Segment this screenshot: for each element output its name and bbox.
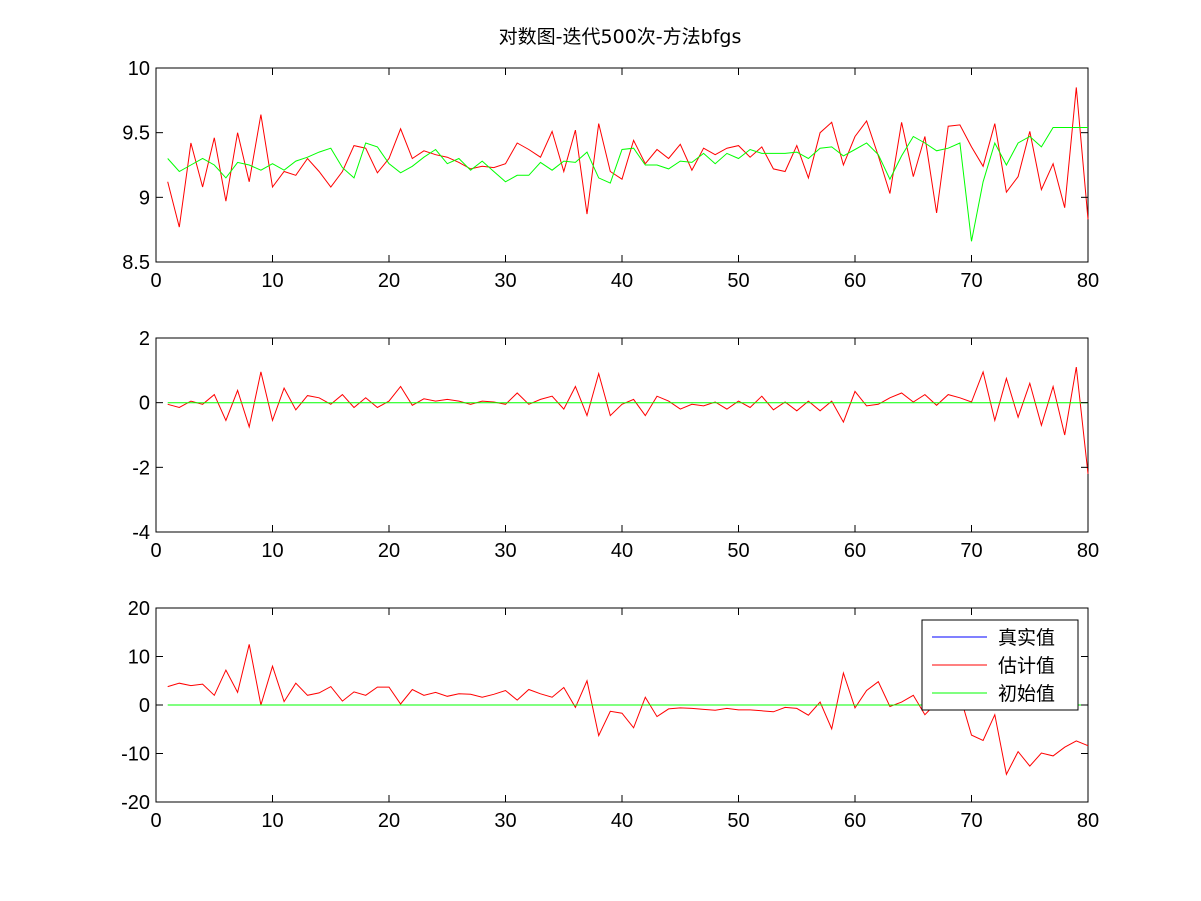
y-tick-label: 20 <box>128 598 150 620</box>
x-tick-label: 40 <box>611 540 633 562</box>
x-tick-label: 60 <box>844 270 866 292</box>
x-tick-label: 40 <box>611 810 633 832</box>
x-tick-label: 30 <box>494 540 516 562</box>
y-tick-label: 9.5 <box>122 123 150 145</box>
plot-area-frame <box>155 337 1089 533</box>
x-tick-label: 0 <box>150 270 161 292</box>
y-tick-label: 2 <box>139 328 150 350</box>
x-tick-label: 80 <box>1077 270 1099 292</box>
x-tick-label: 50 <box>727 270 749 292</box>
x-tick-label: 20 <box>378 540 400 562</box>
x-tick-label: 0 <box>150 810 161 832</box>
subplot-2: 0 10 20 30 40 50 60 70 80 -4 -2 0 2 <box>132 328 1099 562</box>
y-tick-label: -4 <box>132 522 150 544</box>
legend-label: 真实值 <box>998 627 1055 649</box>
x-tick-label: 50 <box>727 540 749 562</box>
y-tick-label: 10 <box>128 58 150 80</box>
estimate-line <box>167 367 1089 474</box>
initial-line <box>167 127 1088 242</box>
x-tick-label: 80 <box>1077 540 1099 562</box>
estimate-line <box>167 87 1089 228</box>
y-tick-label: 0 <box>139 393 150 415</box>
x-tick-label: 70 <box>960 540 982 562</box>
y-tick-label: -20 <box>121 792 150 814</box>
y-tick-label: 10 <box>128 647 150 669</box>
y-tick-label: -2 <box>132 457 150 479</box>
y-tick-label: 0 <box>139 695 150 717</box>
x-tick-label: 20 <box>378 810 400 832</box>
legend-initial: 初始值 <box>932 683 1055 705</box>
x-tick-label: 40 <box>611 270 633 292</box>
x-tick-label: 0 <box>150 540 161 562</box>
legend-true-value: 真实值 <box>932 627 1055 649</box>
legend-label: 估计值 <box>998 655 1055 677</box>
x-tick-label: 60 <box>844 540 866 562</box>
x-tick-label: 10 <box>261 810 283 832</box>
x-tick-label: 30 <box>494 270 516 292</box>
chart-title: 对数图-迭代500次-方法bfgs <box>499 26 742 48</box>
subplot-1: 0 10 20 30 40 50 60 70 80 8.5 9 9.5 10 <box>122 58 1099 292</box>
x-tick-label: 50 <box>727 810 749 832</box>
x-tick-label: 10 <box>261 540 283 562</box>
legend-estimate: 估计值 <box>932 655 1055 677</box>
y-tick-label: 9 <box>139 187 150 209</box>
legend-label: 初始值 <box>998 683 1055 705</box>
plot-area-frame <box>155 67 1089 263</box>
x-tick-label: 70 <box>960 810 982 832</box>
x-tick-label: 10 <box>261 270 283 292</box>
y-tick-label: 8.5 <box>122 252 150 274</box>
x-tick-label: 60 <box>844 810 866 832</box>
x-tick-label: 20 <box>378 270 400 292</box>
x-tick-label: 30 <box>494 810 516 832</box>
y-tick-label: -10 <box>121 744 150 766</box>
x-tick-label: 70 <box>960 270 982 292</box>
x-tick-label: 80 <box>1077 810 1099 832</box>
